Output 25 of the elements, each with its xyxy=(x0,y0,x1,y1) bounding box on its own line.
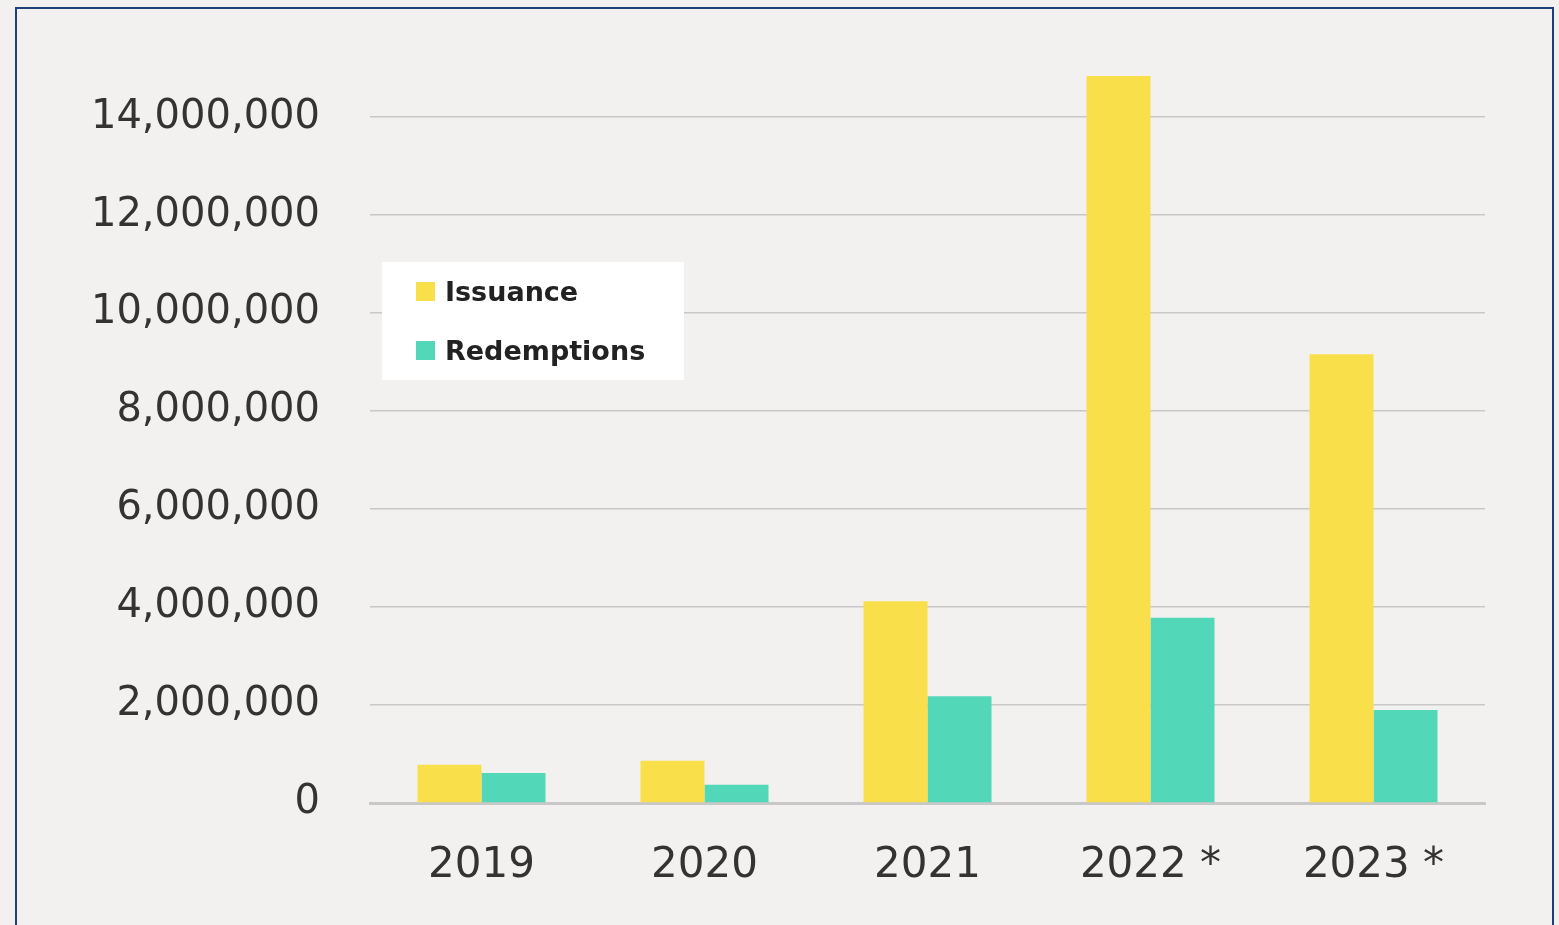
x-tick-label: 2023 * xyxy=(1302,838,1445,888)
y-tick-label: 4,000,000 xyxy=(116,580,320,627)
y-tick-label: 2,000,000 xyxy=(116,678,320,725)
x-tick-label: 2021 xyxy=(874,838,981,888)
y-tick-label: 6,000,000 xyxy=(116,482,320,529)
bar xyxy=(417,764,482,803)
x-tick-label: 2022 * xyxy=(1079,838,1222,888)
y-tick-label: 0 xyxy=(294,776,320,823)
x-tick-label: 2020 xyxy=(651,838,758,888)
bar xyxy=(1150,617,1215,803)
y-tick-label: 12,000,000 xyxy=(90,188,320,235)
legend-label: Issuance xyxy=(445,276,579,307)
bar xyxy=(481,773,546,803)
bar xyxy=(863,601,928,803)
legend-label: Redemptions xyxy=(445,335,646,366)
bar xyxy=(1309,354,1374,803)
bar xyxy=(1373,709,1438,803)
y-tick-label: 14,000,000 xyxy=(90,90,320,137)
bar xyxy=(927,696,992,803)
bar xyxy=(640,760,705,803)
bar xyxy=(1086,76,1151,803)
y-tick-label: 8,000,000 xyxy=(116,384,320,431)
bar xyxy=(704,784,769,803)
x-tick-label: 2019 xyxy=(428,838,535,888)
y-tick-label: 10,000,000 xyxy=(90,286,320,333)
